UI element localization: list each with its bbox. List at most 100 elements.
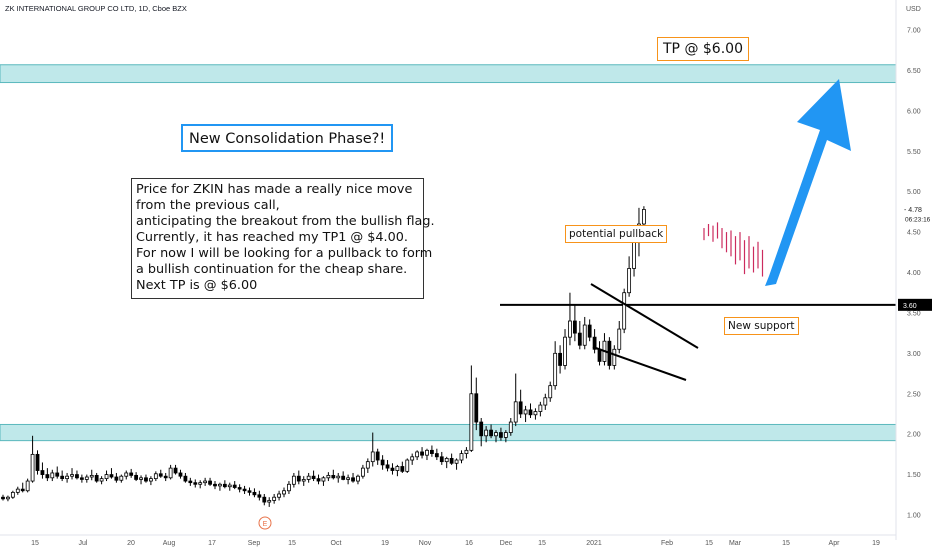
candle [35, 450, 40, 475]
analysis-line: a bullish continuation for the cheap sha… [136, 262, 408, 277]
y-tick-label: 1.00 [907, 513, 921, 520]
candle [351, 472, 355, 483]
x-tick-label: Dec [500, 540, 513, 547]
candle-body [577, 332, 582, 346]
candle [247, 487, 252, 496]
x-tick-label: 16 [465, 540, 473, 547]
candle-body [1, 496, 5, 500]
candle [405, 458, 410, 473]
candle [612, 345, 617, 370]
candle [237, 484, 242, 493]
candle [400, 461, 405, 473]
tp-label[interactable]: TP @ $6.00 [657, 37, 749, 61]
candle [84, 474, 89, 483]
candle [129, 468, 134, 478]
pullback-label[interactable]: potential pullback [565, 225, 668, 243]
x-tick-label: Aug [163, 540, 176, 547]
candle-body [321, 477, 326, 482]
candle-body [444, 458, 449, 463]
flag-lower-line [592, 346, 687, 381]
candle-body [474, 393, 479, 423]
candle-body [89, 474, 94, 478]
support-label[interactable]: New support [724, 317, 799, 335]
candle [484, 426, 489, 443]
candle-body [208, 480, 212, 485]
candle [494, 430, 498, 443]
candle [410, 453, 415, 465]
candle-body [158, 473, 163, 477]
candle-body [513, 401, 518, 423]
candle-body [237, 487, 242, 490]
candle [1, 494, 5, 501]
candle-body [533, 411, 538, 416]
candle-body [296, 475, 301, 482]
candle-body [262, 496, 267, 503]
candle-body [50, 472, 55, 479]
candle-body [464, 449, 469, 454]
candle [109, 468, 114, 479]
candle-body [523, 409, 528, 415]
candle [25, 478, 30, 493]
candle [79, 474, 84, 483]
candle-body [198, 482, 203, 485]
candle [444, 456, 449, 469]
analysis-line: Price for ZKIN has made a really nice mo… [136, 182, 413, 197]
earnings-marker[interactable]: E [258, 516, 272, 530]
candle-body [439, 456, 444, 463]
candle [430, 445, 434, 457]
y-tick-label: 1.50 [907, 472, 921, 479]
zones-layer [0, 64, 897, 442]
chart-title: ZK INTERNATIONAL GROUP CO LTD, 1D, Cboe … [5, 4, 187, 13]
candle [55, 466, 60, 479]
support-price-label: 3.60 [903, 303, 917, 310]
candle-body [84, 476, 89, 480]
y-tick-label: 5.50 [907, 149, 921, 156]
y-tick-label: 3.00 [907, 351, 921, 358]
analysis-line: Next TP is @ $6.00 [136, 278, 258, 293]
candle-body [232, 484, 237, 488]
candle-body [563, 336, 567, 366]
candle [252, 488, 257, 498]
candle [148, 476, 153, 486]
candle-body [203, 480, 208, 484]
candle-body [380, 459, 385, 466]
candle [572, 304, 577, 342]
zone-0 [0, 64, 897, 84]
candle [282, 487, 286, 498]
candle [553, 341, 558, 390]
candle-body [410, 456, 415, 461]
candle [277, 490, 281, 501]
candle [208, 477, 212, 486]
zone-1 [0, 423, 897, 442]
candle-body [499, 432, 503, 438]
candle [139, 475, 143, 485]
candle-body [375, 451, 380, 461]
candle [188, 477, 193, 486]
candle [538, 401, 543, 417]
x-tick-label: Feb [661, 540, 673, 547]
candle-body [148, 478, 153, 482]
candle [134, 472, 139, 482]
x-tick-label: 15 [782, 540, 790, 547]
candle [523, 405, 528, 423]
candle-body [405, 459, 410, 472]
candle-body [282, 490, 286, 495]
consolidation-label[interactable]: New Consolidation Phase?! [181, 124, 394, 152]
candle [158, 469, 163, 478]
candle [15, 486, 20, 495]
candle-body [346, 477, 351, 480]
candle-body [454, 459, 459, 464]
candle-body [6, 496, 10, 500]
x-tick-label: Oct [331, 540, 342, 547]
flag-upper-line [590, 283, 699, 349]
candle-body [45, 474, 50, 479]
candle [198, 480, 203, 489]
candle-body [627, 268, 632, 294]
candle [168, 464, 173, 480]
x-tick-label: 15 [31, 540, 39, 547]
analysis-text-box[interactable]: Price for ZKIN has made a really nice mo… [131, 178, 435, 299]
countdown-label: 06:23:16 [905, 216, 931, 223]
candle-body [55, 472, 60, 477]
y-tick-label: 4.00 [907, 270, 921, 277]
